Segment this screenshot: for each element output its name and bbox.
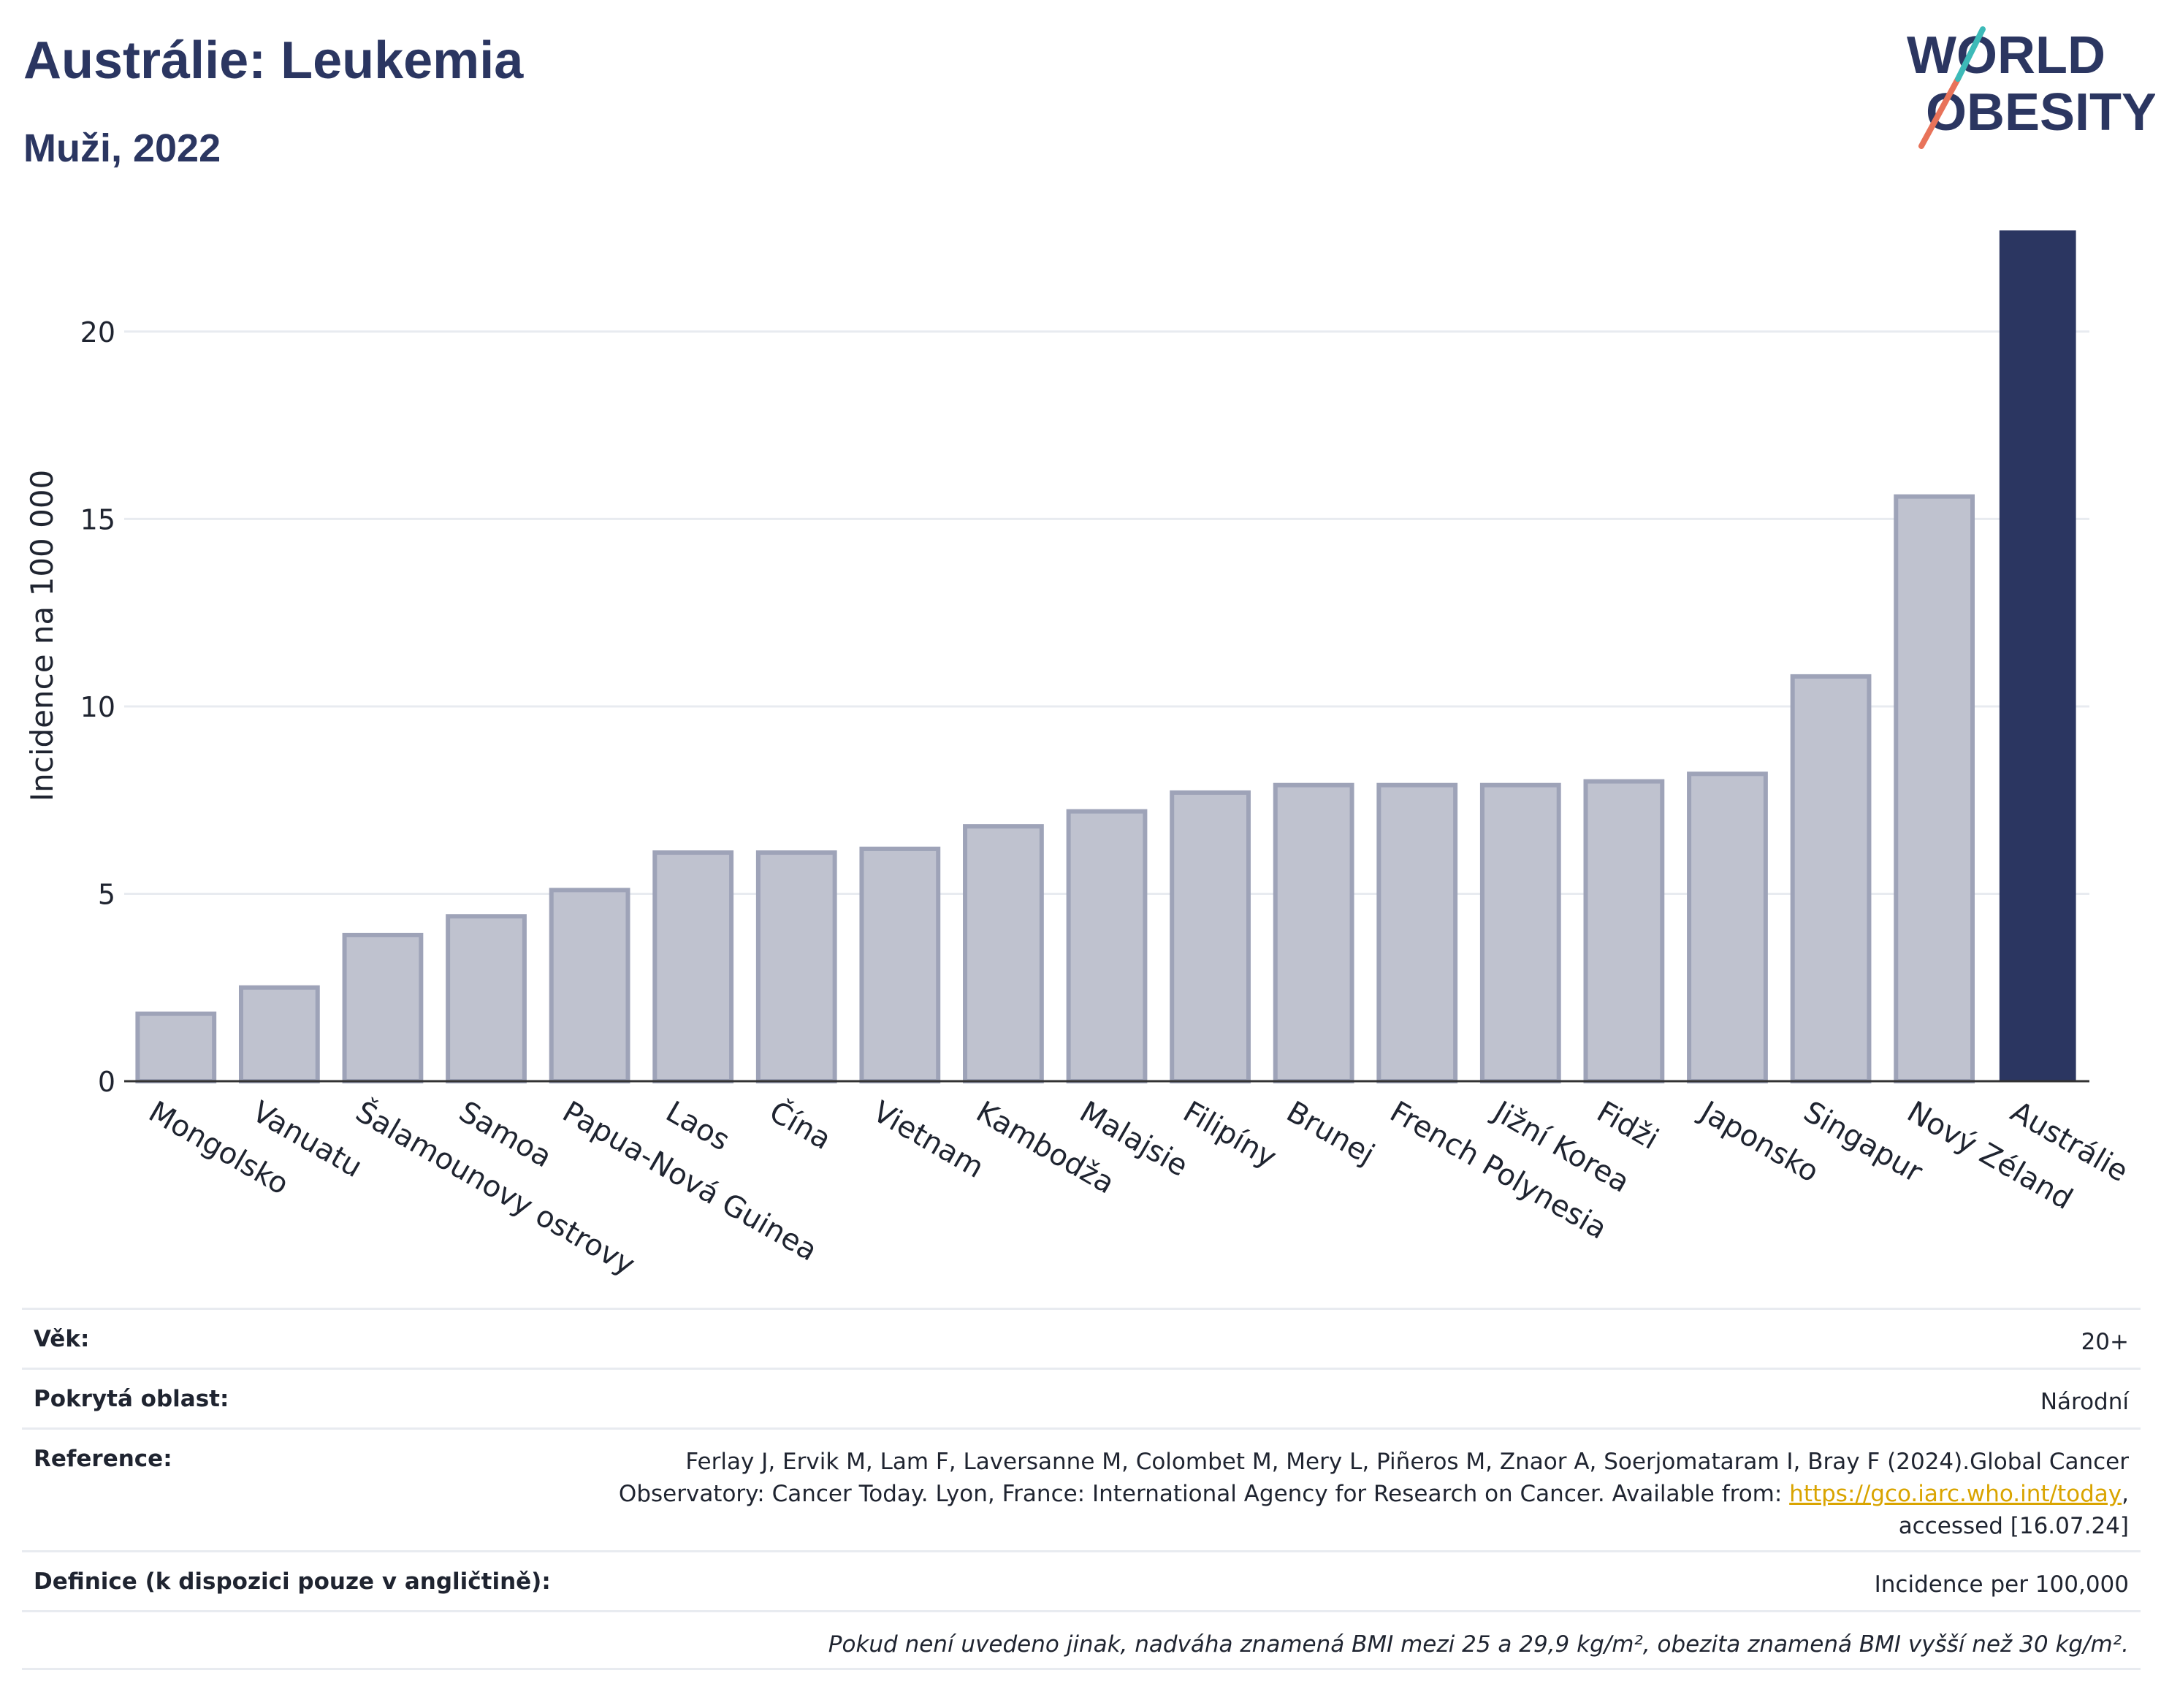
info-row-reference: Reference: Ferlay J, Ervik M, Lam F, Lav… [22, 1427, 2141, 1550]
bar [1170, 790, 1251, 1084]
info-row-age: Věk: 20+ [22, 1308, 2141, 1368]
definition-value: Incidence per 100,000 [1874, 1571, 2129, 1598]
bar [1583, 779, 1665, 1083]
x-tick-label: Vietnam [867, 1095, 989, 1185]
logo-line1: WORLD [1907, 26, 2105, 85]
reference-link[interactable]: https://gco.iarc.who.int/today [1789, 1481, 2122, 1507]
area-label: Pokrytá oblast: [34, 1386, 229, 1412]
x-tick-label: Singapur [1798, 1095, 1928, 1190]
y-axis-label: Incidence na 100 000 [24, 470, 60, 802]
bmi-note: Pokud není uvedeno jinak, nadváha znamen… [828, 1631, 2129, 1658]
bar [446, 914, 527, 1083]
y-tick-label: 5 [98, 878, 115, 910]
bar [963, 824, 1044, 1084]
bar [652, 850, 734, 1083]
reference-text-2: Observatory: Cancer Today. Lyon, France:… [618, 1481, 1790, 1507]
logo-line2: OBESITY [1926, 83, 2155, 142]
info-row-definition: Definice (k dispozici pouze v angličtině… [22, 1550, 2141, 1610]
area-value: Národní [2040, 1389, 2129, 1415]
bar [1999, 230, 2076, 1081]
world-obesity-logo: WORLD OBESITY [1907, 26, 2155, 149]
age-value: 20+ [2081, 1329, 2129, 1355]
bar [755, 850, 837, 1083]
x-tick-label: Laos [660, 1095, 736, 1158]
reference-text-1: Ferlay J, Ervik M, Lam F, Laversanne M, … [685, 1449, 2129, 1475]
page-title: Austrálie: Leukemia [23, 31, 524, 90]
logo-slash-teal [1955, 26, 1986, 82]
y-tick-label: 15 [80, 503, 115, 535]
bar [1066, 809, 1148, 1083]
x-tick-label: Japonsko [1693, 1094, 1824, 1189]
bar [1273, 782, 1354, 1084]
y-tick-label: 20 [80, 316, 115, 348]
bar [342, 932, 424, 1084]
bar [549, 888, 630, 1083]
x-tick-label: Filipíny [1178, 1095, 1282, 1175]
reference-label: Reference: [34, 1446, 172, 1472]
info-row-note: Pokud není uvedeno jinak, nadváha znamen… [22, 1610, 2141, 1670]
info-row-area: Pokrytá oblast: Národní [22, 1368, 2141, 1427]
bar [1376, 782, 1458, 1084]
age-label: Věk: [34, 1326, 90, 1352]
bar [1894, 494, 1975, 1083]
definition-label: Definice (k dispozici pouze v angličtině… [34, 1568, 551, 1595]
info-table: Věk: 20+ Pokrytá oblast: Národní Referen… [22, 1308, 2141, 1670]
bar [1687, 771, 1768, 1083]
x-tick-label: Brunej [1281, 1095, 1380, 1172]
bar [135, 1011, 217, 1084]
y-tick-label: 0 [98, 1066, 115, 1098]
x-tick-label: Čína [763, 1094, 837, 1156]
page-subtitle: Muži, 2022 [23, 126, 221, 170]
reference-text: Ferlay J, Ervik M, Lam F, Laversanne M, … [618, 1449, 2129, 1539]
y-tick-label: 10 [80, 691, 115, 723]
logo-slash-red [1918, 76, 1961, 149]
reference-text-3: accessed [16.07.24] [1898, 1513, 2129, 1539]
bar [1790, 674, 1872, 1083]
bar [238, 985, 320, 1083]
bar [859, 846, 941, 1084]
bar [1479, 782, 1561, 1084]
x-tick-label: Fidži [1591, 1095, 1664, 1156]
